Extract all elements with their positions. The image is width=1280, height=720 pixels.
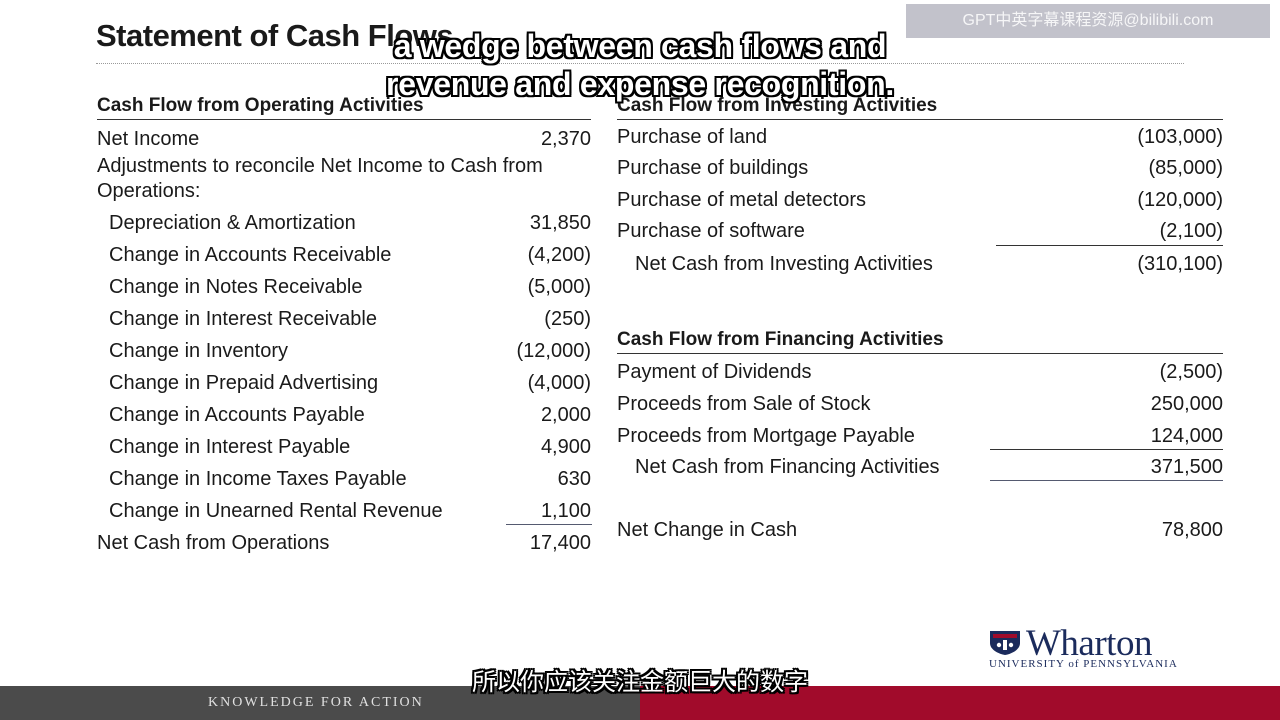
operating-item-value: 1,100 — [540, 500, 591, 522]
operating-row: Change in Accounts Receivable (4,200) — [97, 244, 591, 270]
subtitle-chinese: 所以你应该关注金额巨大的数字 — [472, 669, 808, 696]
investing-total-row: Net Cash from Investing Activities (310,… — [617, 253, 1223, 279]
financing-item-value: (2,500) — [1159, 361, 1223, 383]
net-change-row: Net Change in Cash 78,800 — [617, 519, 1223, 545]
title-divider — [96, 63, 1184, 64]
operating-item-label: Change in Income Taxes Payable — [109, 468, 407, 490]
operating-heading: Cash Flow from Operating Activities — [97, 95, 424, 116]
financing-row: Payment of Dividends (2,500) — [617, 361, 1223, 387]
watermark: GPT中英字幕课程资源@bilibili.com — [906, 4, 1270, 38]
investing-row: Purchase of buildings (85,000) — [617, 157, 1223, 183]
investing-row: Purchase of software (2,100) — [617, 220, 1223, 246]
operating-item-value: 630 — [557, 468, 591, 490]
operating-row: Change in Prepaid Advertising (4,000) — [97, 372, 591, 398]
operating-row: Depreciation & Amortization 31,850 — [97, 212, 591, 238]
footer-bar-gray — [0, 686, 640, 720]
net-income-row: Net Income 2,370 — [97, 128, 591, 154]
financing-heading-rule — [617, 353, 1223, 354]
operating-total-row: Net Cash from Operations 17,400 — [97, 532, 591, 558]
operating-item-label: Change in Interest Payable — [109, 436, 351, 458]
operating-total-value: 17,400 — [529, 532, 591, 554]
operating-item-value: 4,900 — [540, 436, 591, 458]
operating-item-value: (4,200) — [527, 244, 591, 266]
investing-item-value: (103,000) — [1137, 126, 1223, 148]
investing-item-label: Purchase of buildings — [617, 157, 809, 179]
financing-item-value: 250,000 — [1150, 393, 1223, 415]
operating-item-value: (4,000) — [527, 372, 591, 394]
investing-item-value: (120,000) — [1137, 189, 1223, 211]
net-change-label: Net Change in Cash — [617, 519, 798, 541]
operating-row: Change in Income Taxes Payable 630 — [97, 468, 591, 494]
financing-total-row: Net Cash from Financing Activities 371,5… — [617, 456, 1223, 482]
wharton-logo: Wharton UNIVERSITY of PENNSYLVANIA — [988, 623, 1193, 672]
operating-item-value: 31,850 — [529, 212, 591, 234]
investing-total-label: Net Cash from Investing Activities — [635, 253, 933, 275]
investing-total-value: (310,100) — [1137, 253, 1223, 275]
financing-item-label: Proceeds from Mortgage Payable — [617, 425, 915, 447]
operating-sum-rule — [506, 524, 592, 525]
investing-item-label: Purchase of software — [617, 220, 805, 242]
net-income-value: 2,370 — [540, 128, 591, 150]
operating-item-value: (5,000) — [527, 276, 591, 298]
penn-shield-icon — [990, 631, 1020, 655]
financing-sum-rule — [990, 449, 1223, 450]
operating-item-label: Change in Prepaid Advertising — [109, 372, 379, 394]
investing-item-value: (85,000) — [1148, 157, 1224, 179]
operating-item-value: (12,000) — [516, 340, 592, 362]
net-change-value: 78,800 — [1161, 519, 1223, 541]
operating-item-value: (250) — [544, 308, 591, 330]
financing-item-label: Payment of Dividends — [617, 361, 812, 383]
financing-total-underline — [990, 480, 1223, 481]
wharton-wordmark: Wharton — [1026, 623, 1152, 664]
financing-heading: Cash Flow from Financing Activities — [617, 329, 944, 350]
adjustments-label: Adjustments to reconcile Net Income to C… — [97, 155, 543, 202]
financing-item-value: 124,000 — [1150, 425, 1223, 447]
operating-total-label: Net Cash from Operations — [97, 532, 330, 554]
investing-row: Purchase of land (103,000) — [617, 126, 1223, 152]
operating-item-label: Change in Accounts Receivable — [109, 244, 392, 266]
financing-item-label: Proceeds from Sale of Stock — [617, 393, 871, 415]
operating-row: Change in Interest Receivable (250) — [97, 308, 591, 334]
financing-row: Proceeds from Sale of Stock 250,000 — [617, 393, 1223, 419]
investing-item-label: Purchase of metal detectors — [617, 189, 867, 211]
operating-item-label: Change in Accounts Payable — [109, 404, 365, 426]
operating-row: Change in Inventory (12,000) — [97, 340, 591, 366]
operating-row: Change in Interest Payable 4,900 — [97, 436, 591, 462]
operating-item-value: 2,000 — [540, 404, 591, 426]
subtitle-line-2: revenue and expense recognition. — [386, 66, 894, 102]
financing-total-label: Net Cash from Financing Activities — [635, 456, 940, 478]
operating-row: Change in Notes Receivable (5,000) — [97, 276, 591, 302]
investing-row: Purchase of metal detectors (120,000) — [617, 189, 1223, 215]
investing-heading: Cash Flow from Investing Activities — [617, 95, 938, 116]
footer-bar-red — [640, 686, 1280, 720]
slide-title: Statement of Cash Flows — [96, 18, 454, 53]
financing-total-value: 371,500 — [1150, 456, 1223, 478]
operating-heading-rule — [97, 119, 591, 120]
footer-tagline: KNOWLEDGE FOR ACTION — [208, 695, 424, 710]
operating-item-label: Change in Notes Receivable — [109, 276, 363, 298]
operating-item-label: Depreciation & Amortization — [109, 212, 356, 234]
university-name: UNIVERSITY of PENNSYLVANIA — [989, 658, 1178, 670]
net-income-label: Net Income — [97, 128, 200, 150]
investing-item-label: Purchase of land — [617, 126, 768, 148]
subtitle-line-1: a wedge between cash flows and — [393, 28, 887, 64]
investing-heading-rule — [617, 119, 1223, 120]
operating-item-label: Change in Unearned Rental Revenue — [109, 500, 443, 522]
operating-row: Change in Unearned Rental Revenue 1,100 — [97, 500, 591, 526]
operating-row: Change in Accounts Payable 2,000 — [97, 404, 591, 430]
operating-item-label: Change in Interest Receivable — [109, 308, 377, 330]
financing-row: Proceeds from Mortgage Payable 124,000 — [617, 425, 1223, 451]
investing-sum-rule — [996, 245, 1223, 246]
investing-item-value: (2,100) — [1159, 220, 1223, 242]
operating-item-label: Change in Inventory — [109, 340, 289, 362]
